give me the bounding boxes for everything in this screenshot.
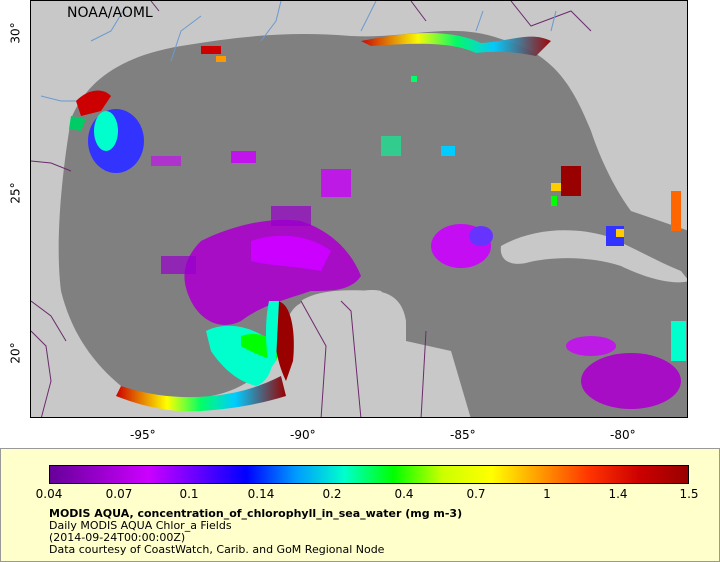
attribution-label: NOAA/AOML (67, 5, 153, 21)
legend-timestamp: (2014-09-24T00:00:00Z) (49, 531, 186, 544)
colorbar-label: 0.04 (35, 487, 63, 501)
colorbar-label: 1.5 (679, 487, 699, 501)
legend-panel: 0.04 0.07 0.1 0.14 0.2 0.4 0.7 1 1.4 1.5… (0, 448, 720, 562)
map-panel[interactable]: NOAA/AOML (30, 0, 688, 418)
chlorophyll-patches (69, 33, 686, 412)
colorbar-label: 0.7 (466, 487, 486, 501)
legend-subtitle: Daily MODIS AQUA Chlor_a Fields (49, 519, 232, 532)
yucatan-peninsula (291, 290, 406, 417)
lon-tick-85: -85° (450, 428, 476, 442)
rivers (40, 1, 557, 102)
lat-tick-25: 25° (8, 182, 23, 204)
colorbar-label: 0.1 (179, 487, 199, 501)
lon-tick-80: -80° (610, 428, 636, 442)
legend-title: MODIS AQUA, concentration_of_chlorophyll… (49, 507, 463, 520)
lon-tick-90: -90° (290, 428, 316, 442)
colorbar-label: 0.14 (247, 487, 275, 501)
lat-tick-20: 20° (8, 342, 23, 364)
florida-peninsula (591, 31, 681, 213)
gulf-of-mexico-map (31, 1, 687, 417)
lon-tick-95: -95° (130, 428, 156, 442)
cuba (500, 230, 687, 283)
colorbar-label: 0.4 (394, 487, 414, 501)
colorbar-label: 1.4 (608, 487, 628, 501)
colorbar-label: 0.2 (322, 487, 342, 501)
lat-tick-30: 30° (8, 22, 23, 44)
political-borders (31, 1, 592, 417)
colorbar-label: 1 (543, 487, 551, 501)
colorbar (49, 465, 689, 484)
colorbar-label: 0.07 (105, 487, 133, 501)
legend-credit: Data courtesy of CoastWatch, Carib. and … (49, 543, 385, 556)
